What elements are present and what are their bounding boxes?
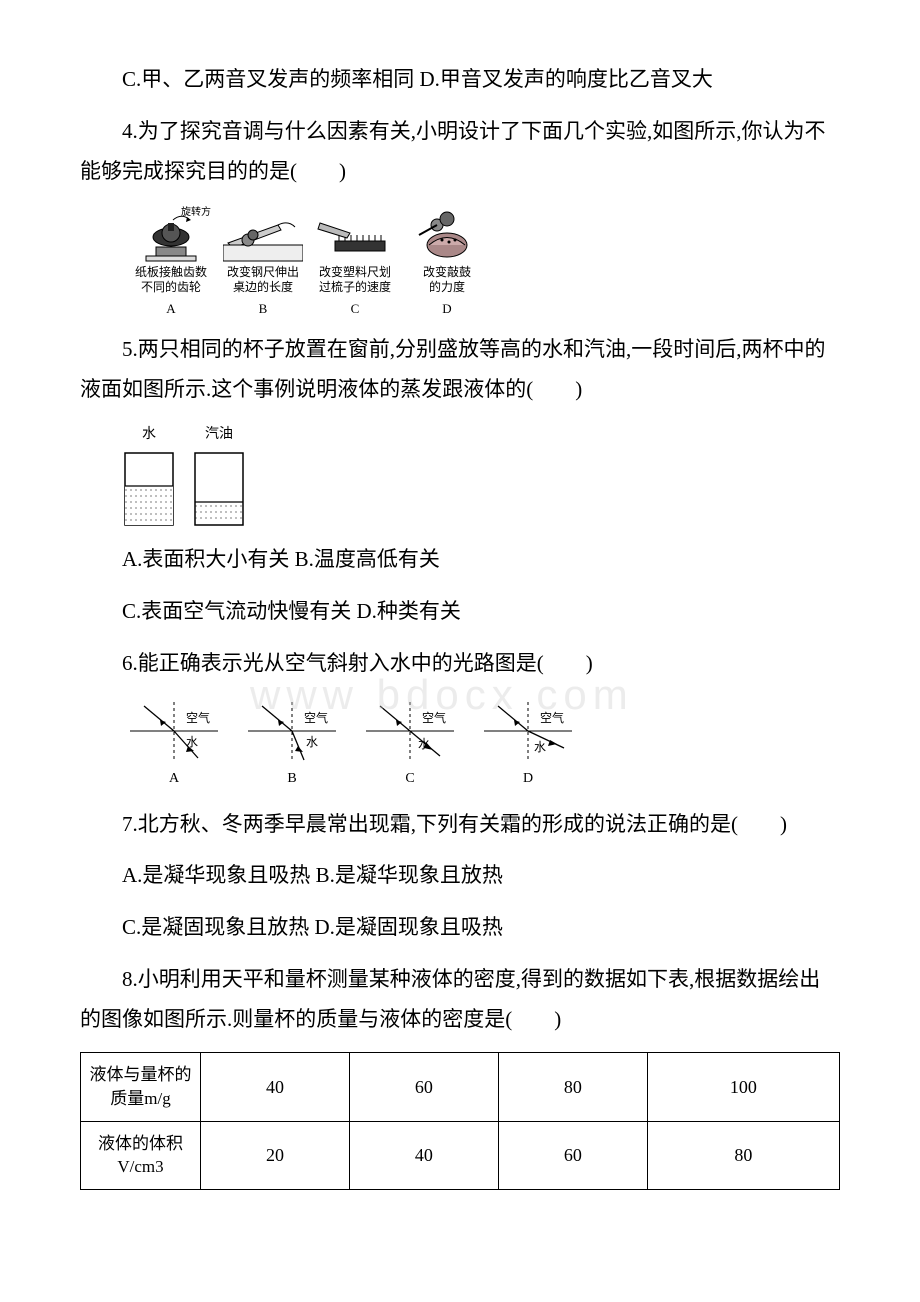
q7-opt-a: A.是凝华现象且吸热: [122, 863, 310, 887]
q6-fig-a: 空气 水 A: [130, 696, 218, 793]
q5-opt-b: B.温度高低有关: [295, 547, 440, 571]
q5-opt-c: C.表面空气流动快慢有关: [122, 599, 351, 623]
q6-b-air: 空气: [304, 710, 328, 725]
q6-text: 6.能正确表示光从空气斜射入水中的光路图是( ): [80, 644, 840, 684]
q5-opt-d: D.种类有关: [357, 599, 461, 623]
q8-r2c4: 80: [647, 1121, 839, 1190]
q4-b-letter: B: [259, 297, 268, 322]
q6-figure: 空气 水 A 空气 水 B: [130, 696, 840, 793]
q5-beaker-gasoline-label: 汽油: [205, 422, 233, 449]
q4-fig-b-svg: [223, 205, 303, 263]
q8-r2c3: 60: [498, 1121, 647, 1190]
q4-a-letter: A: [166, 297, 175, 322]
q4-c-letter: C: [351, 297, 360, 322]
q6-c-letter: C: [405, 766, 414, 793]
q7-text: 7.北方秋、冬两季早晨常出现霜,下列有关霜的形成的说法正确的是( ): [80, 805, 840, 845]
q8-row2-header: 液体的体积V/cm3: [81, 1121, 201, 1190]
rotate-label: 旋转方向: [181, 205, 211, 218]
q5-beaker-water-label: 水: [142, 422, 156, 449]
q8-r1c2: 60: [349, 1053, 498, 1122]
q7-opt-d: D.是凝固现象且吸热: [315, 915, 503, 939]
q7-options-ab: A.是凝华现象且吸热 B.是凝华现象且放热: [80, 856, 840, 896]
q8-r2c2: 40: [349, 1121, 498, 1190]
q6-b-water: 水: [306, 735, 318, 749]
q8-r1c4: 100: [647, 1053, 839, 1122]
q4-fig-c-svg: [315, 205, 395, 263]
q6-c-air: 空气: [422, 710, 446, 725]
q4-d-caption2: 的力度: [429, 281, 465, 295]
q4-fig-a-svg: 旋转方向: [131, 205, 211, 263]
q4-a-caption2: 不同的齿轮: [141, 281, 201, 295]
q6-a-air: 空气: [186, 710, 210, 725]
q6-d-air: 空气: [540, 710, 564, 725]
q4-text: 4.为了探究音调与什么因素有关,小明设计了下面几个实验,如图所示,你认为不能够完…: [80, 112, 840, 192]
q4-b-caption1: 改变钢尺伸出: [227, 266, 299, 280]
q4-c-caption2: 过梳子的速度: [319, 281, 391, 295]
q5-beaker-water-svg: [120, 450, 178, 528]
q5-figure: 水 汽油: [120, 422, 840, 529]
q4-a-caption1: 纸板接触齿数: [135, 266, 207, 280]
q6-d-letter: D: [523, 766, 533, 793]
q6-fig-d: 空气 水 D: [484, 696, 572, 793]
q8-r1c3: 80: [498, 1053, 647, 1122]
q3-opt-c: C.甲、乙两音叉发声的频率相同: [122, 67, 414, 91]
q7-opt-c: C.是凝固现象且放热: [122, 915, 309, 939]
q6-b-letter: B: [287, 766, 296, 793]
q4-fig-b: 改变钢尺伸出 桌边的长度 B: [222, 204, 304, 322]
q4-fig-d-svg: [407, 205, 487, 263]
q3-options-cd: C.甲、乙两音叉发声的频率相同 D.甲音叉发声的响度比乙音叉大: [80, 60, 840, 100]
q6-fig-c: 空气 水 C: [366, 696, 454, 793]
q4-d-caption1: 改变敲鼓: [423, 266, 471, 280]
q4-fig-c: 改变塑料尺划 过梳子的速度 C: [314, 204, 396, 322]
table-row: 液体的体积V/cm3 20 40 60 80: [81, 1121, 840, 1190]
q4-d-letter: D: [442, 297, 451, 322]
q7-opt-b: B.是凝华现象且放热: [316, 863, 503, 887]
q6-d-water: 水: [534, 740, 546, 754]
q4-b-caption2: 桌边的长度: [233, 281, 293, 295]
q6-a-letter: A: [169, 766, 179, 793]
q5-options-ab: A.表面积大小有关 B.温度高低有关: [80, 540, 840, 580]
q8-table: 液体与量杯的质量m/g 40 60 80 100 液体的体积V/cm3 20 4…: [80, 1052, 840, 1190]
q6-a-water: 水: [186, 735, 198, 749]
q7-options-cd: C.是凝固现象且放热 D.是凝固现象且吸热: [80, 908, 840, 948]
q8-row1-header: 液体与量杯的质量m/g: [81, 1053, 201, 1122]
q4-fig-a: 旋转方向 纸板接触齿数 不同的齿轮 A: [130, 204, 212, 322]
q3-opt-d: D.甲音叉发声的响度比乙音叉大: [420, 67, 713, 91]
q5-text: 5.两只相同的杯子放置在窗前,分别盛放等高的水和汽油,一段时间后,两杯中的液面如…: [80, 330, 840, 410]
table-row: 液体与量杯的质量m/g 40 60 80 100: [81, 1053, 840, 1122]
q5-beaker-water: 水: [120, 422, 178, 529]
q6-fig-b: 空气 水 B: [248, 696, 336, 793]
q6-c-water: 水: [418, 737, 430, 751]
q5-opt-a: A.表面积大小有关: [122, 547, 289, 571]
q5-options-cd: C.表面空气流动快慢有关 D.种类有关: [80, 592, 840, 632]
q4-c-caption1: 改变塑料尺划: [319, 266, 391, 280]
q8-r2c1: 20: [201, 1121, 350, 1190]
q8-r1c1: 40: [201, 1053, 350, 1122]
q5-beaker-gasoline: 汽油: [190, 422, 248, 529]
q5-beaker-gasoline-svg: [190, 450, 248, 528]
q4-figures: 旋转方向 纸板接触齿数 不同的齿轮 A: [130, 204, 840, 322]
q8-text: 8.小明利用天平和量杯测量某种液体的密度,得到的数据如下表,根据数据绘出的图像如…: [80, 960, 840, 1040]
q4-fig-d: 改变敲鼓 的力度 D: [406, 204, 488, 322]
document-body: www bdocx com C.甲、乙两音叉发声的频率相同 D.甲音叉发声的响度…: [80, 60, 840, 1190]
